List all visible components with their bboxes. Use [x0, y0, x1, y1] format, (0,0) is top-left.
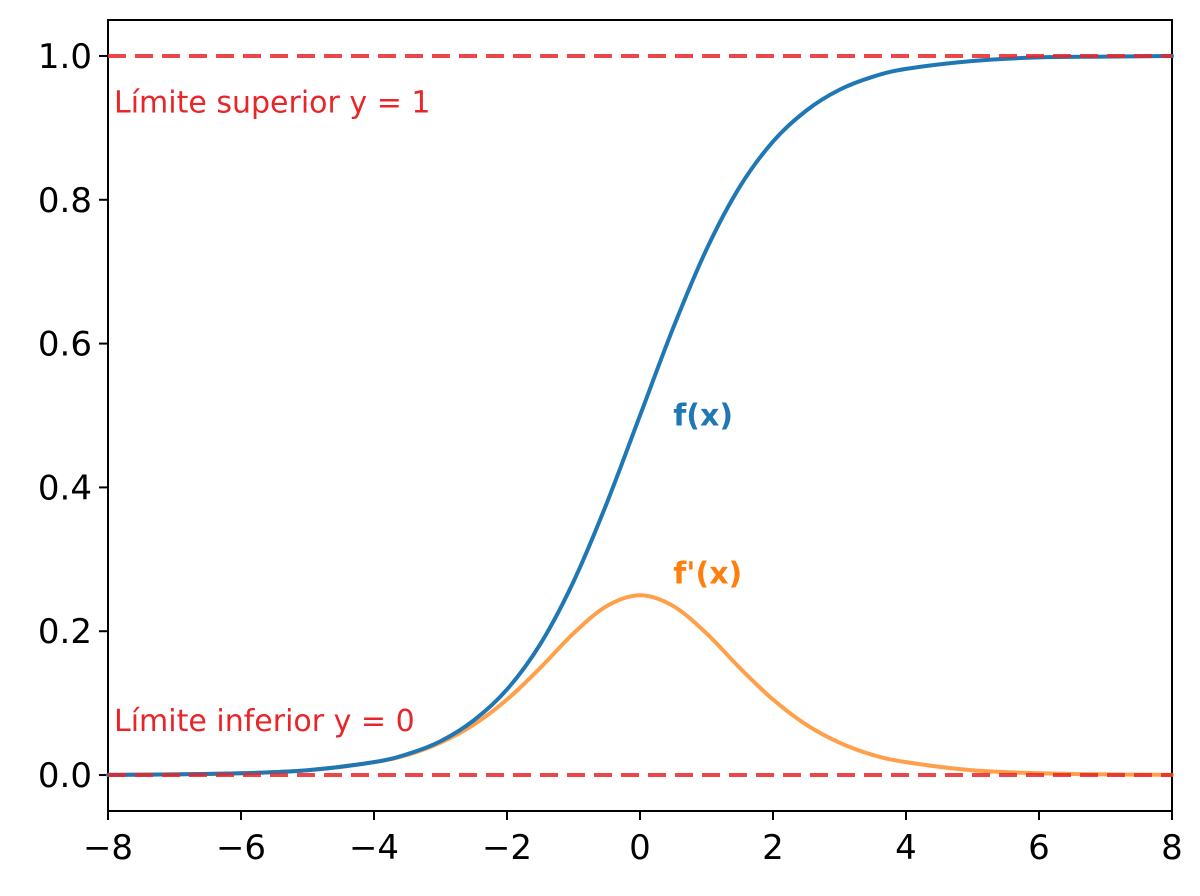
derivative-line: [106, 593, 1174, 777]
sigmoid-label: f(x): [673, 399, 733, 434]
y-tick-label: 1.0: [38, 37, 92, 77]
x-tick-label: 0: [629, 828, 651, 868]
y-tick-label: 0.6: [38, 325, 92, 365]
y-tick-label: 0.0: [38, 756, 92, 796]
y-tick-label: 0.2: [38, 612, 92, 652]
x-tick-label: 2: [762, 828, 784, 868]
y-tick-label: 0.4: [38, 468, 92, 508]
derivative-label: f'(x): [673, 557, 742, 592]
upper-limit-label: Límite superior y = 1: [114, 86, 430, 121]
x-tick-label: −8: [83, 828, 133, 868]
x-tick-label: −4: [349, 828, 399, 868]
x-tick-label: 8: [1161, 828, 1183, 868]
x-tick-label: 4: [895, 828, 917, 868]
x-tick-label: −6: [216, 828, 266, 868]
lower-limit-label: Límite inferior y = 0: [114, 704, 415, 739]
sigmoid-line: [106, 53, 1174, 777]
x-tick-label: 6: [1028, 828, 1050, 868]
y-tick-label: 0.8: [38, 181, 92, 221]
x-tick-label: −2: [482, 828, 532, 868]
